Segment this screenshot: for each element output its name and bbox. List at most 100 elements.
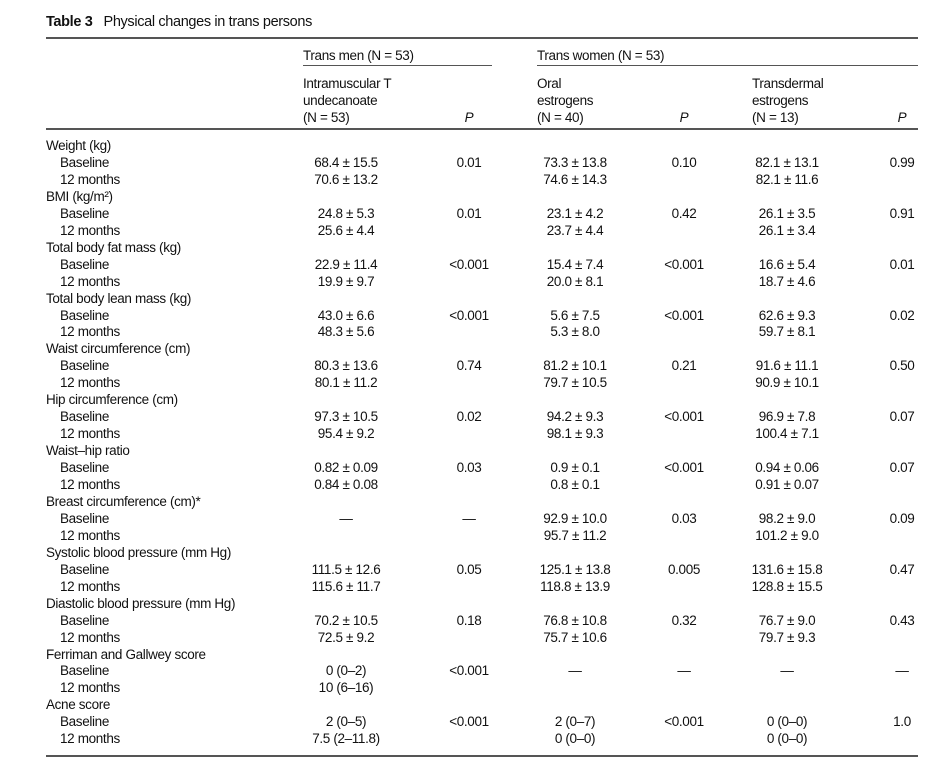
p-value: 0.01 bbox=[456, 205, 482, 221]
row-label: 12 months bbox=[60, 426, 120, 442]
row-label: Baseline bbox=[60, 154, 109, 170]
p-value: — bbox=[462, 510, 476, 526]
row-label: 12 months bbox=[60, 731, 120, 747]
section-label: Waist–hip ratio bbox=[46, 443, 130, 459]
cell-value: 5.6 ± 7.5 bbox=[550, 307, 600, 323]
section-label: BMI (kg/m²) bbox=[46, 188, 113, 204]
top-rule bbox=[46, 37, 918, 39]
row-label: 12 months bbox=[60, 680, 120, 696]
cell-value: 79.7 ± 9.3 bbox=[758, 629, 816, 645]
group-rule-women bbox=[537, 65, 918, 66]
section-label: Total body lean mass (kg) bbox=[46, 290, 192, 306]
p-value: <0.001 bbox=[449, 256, 489, 272]
row-label: Baseline bbox=[60, 663, 109, 679]
row-label: 12 months bbox=[60, 324, 120, 340]
cell-value: 115.6 ± 11.7 bbox=[311, 578, 381, 594]
cell-value: 0.84 ± 0.08 bbox=[314, 477, 378, 492]
row-label: Baseline bbox=[60, 256, 109, 272]
p-value: 0.09 bbox=[889, 510, 915, 526]
p-value: 0.18 bbox=[456, 612, 482, 628]
cell-value: 101.2 ± 9.0 bbox=[755, 527, 819, 543]
p-value: 0.01 bbox=[456, 154, 482, 170]
p-header: P bbox=[897, 110, 907, 125]
row-label: 12 months bbox=[60, 375, 120, 391]
p-header: P bbox=[679, 110, 689, 125]
cell-value: 100.4 ± 7.1 bbox=[755, 426, 819, 442]
p-value: 1.0 bbox=[893, 714, 911, 730]
p-value: <0.001 bbox=[664, 714, 704, 730]
p-value: 0.10 bbox=[671, 154, 697, 170]
cell-value: 43.0 ± 6.6 bbox=[317, 307, 375, 323]
section-label: Hip circumference (cm) bbox=[46, 392, 178, 408]
p-value: 0.07 bbox=[889, 409, 915, 425]
cell-value: 16.6 ± 5.4 bbox=[758, 256, 816, 272]
cell-value: 72.5 ± 9.2 bbox=[317, 629, 375, 645]
p-value: 0.91 bbox=[889, 205, 915, 221]
cell-value: 0 (0–0) bbox=[554, 731, 596, 747]
cell-value: 91.6 ± 11.1 bbox=[755, 358, 819, 374]
group-header-trans-men: Trans men (N = 53) bbox=[303, 48, 414, 63]
p-value: <0.001 bbox=[449, 714, 489, 730]
p-value: 0.07 bbox=[889, 460, 915, 476]
table-caption: Table 3 Physical changes in trans person… bbox=[46, 14, 312, 30]
p-value: 0.005 bbox=[667, 561, 701, 577]
cell-value: 76.8 ± 10.8 bbox=[543, 612, 607, 628]
cell-value: 0.82 ± 0.09 bbox=[314, 460, 378, 476]
subheader-line: (N = 13) bbox=[752, 110, 799, 125]
row-label: 12 months bbox=[60, 578, 120, 594]
cell-value: 0 (0–2) bbox=[325, 663, 367, 679]
cell-value: 26.1 ± 3.4 bbox=[758, 222, 816, 238]
subheader-line: (N = 53) bbox=[303, 110, 350, 125]
bottom-rule bbox=[46, 755, 918, 757]
subheader-line: estrogens bbox=[537, 93, 594, 108]
cell-value: 0.94 ± 0.06 bbox=[755, 460, 819, 476]
cell-value: 18.7 ± 4.6 bbox=[758, 273, 816, 289]
cell-value: 23.7 ± 4.4 bbox=[546, 222, 604, 238]
subheader-line: Transdermal bbox=[752, 76, 824, 91]
subheader-line: estrogens bbox=[752, 93, 809, 108]
cell-value: 74.6 ± 14.3 bbox=[543, 171, 607, 187]
p-value: 0.02 bbox=[456, 409, 482, 425]
cell-value: 15.4 ± 7.4 bbox=[546, 256, 604, 272]
subheader-line: (N = 40) bbox=[537, 110, 584, 125]
p-value: — bbox=[895, 663, 909, 679]
cell-value: 2 (0–7) bbox=[554, 714, 596, 730]
p-value: 0.42 bbox=[671, 205, 697, 221]
cell-value: 131.6 ± 15.8 bbox=[751, 561, 823, 577]
row-label: Baseline bbox=[60, 612, 109, 628]
cell-value: — bbox=[339, 510, 353, 526]
cell-value: 23.1 ± 4.2 bbox=[546, 205, 604, 221]
cell-value: 0 (0–0) bbox=[766, 731, 808, 747]
p-value: <0.001 bbox=[449, 663, 489, 679]
cell-value: 70.6 ± 13.2 bbox=[314, 171, 378, 187]
p-value: <0.001 bbox=[664, 256, 704, 272]
row-label: 12 months bbox=[60, 477, 120, 492]
cell-value: 2 (0–5) bbox=[325, 714, 367, 730]
section-label: Waist circumference (cm) bbox=[46, 341, 191, 357]
p-value: 0.21 bbox=[671, 358, 697, 374]
p-value: <0.001 bbox=[664, 460, 704, 476]
cell-value: 0.8 ± 0.1 bbox=[550, 477, 600, 492]
cell-value: 26.1 ± 3.5 bbox=[758, 205, 816, 221]
row-label: 12 months bbox=[60, 629, 120, 645]
cell-value: — bbox=[780, 663, 794, 679]
row-label: Baseline bbox=[60, 561, 109, 577]
section-label: Ferriman and Gallwey score bbox=[46, 646, 206, 662]
row-label: 12 months bbox=[60, 222, 120, 238]
cell-value: — bbox=[568, 663, 582, 679]
cell-value: 118.8 ± 13.9 bbox=[540, 578, 610, 594]
p-value: 0.02 bbox=[889, 307, 915, 323]
row-label: Baseline bbox=[60, 307, 109, 323]
subheader-line: undecanoate bbox=[303, 93, 378, 108]
p-value: <0.001 bbox=[664, 307, 704, 323]
cell-value: 80.1 ± 11.2 bbox=[314, 375, 378, 391]
row-label: Baseline bbox=[60, 358, 109, 374]
cell-value: 62.6 ± 9.3 bbox=[758, 307, 816, 323]
cell-value: 81.2 ± 10.1 bbox=[543, 358, 607, 374]
cell-value: 25.6 ± 4.4 bbox=[317, 222, 375, 238]
header-rule bbox=[46, 128, 918, 130]
cell-value: 90.9 ± 10.1 bbox=[755, 375, 819, 391]
p-value: — bbox=[677, 663, 691, 679]
cell-value: 22.9 ± 11.4 bbox=[314, 256, 378, 272]
